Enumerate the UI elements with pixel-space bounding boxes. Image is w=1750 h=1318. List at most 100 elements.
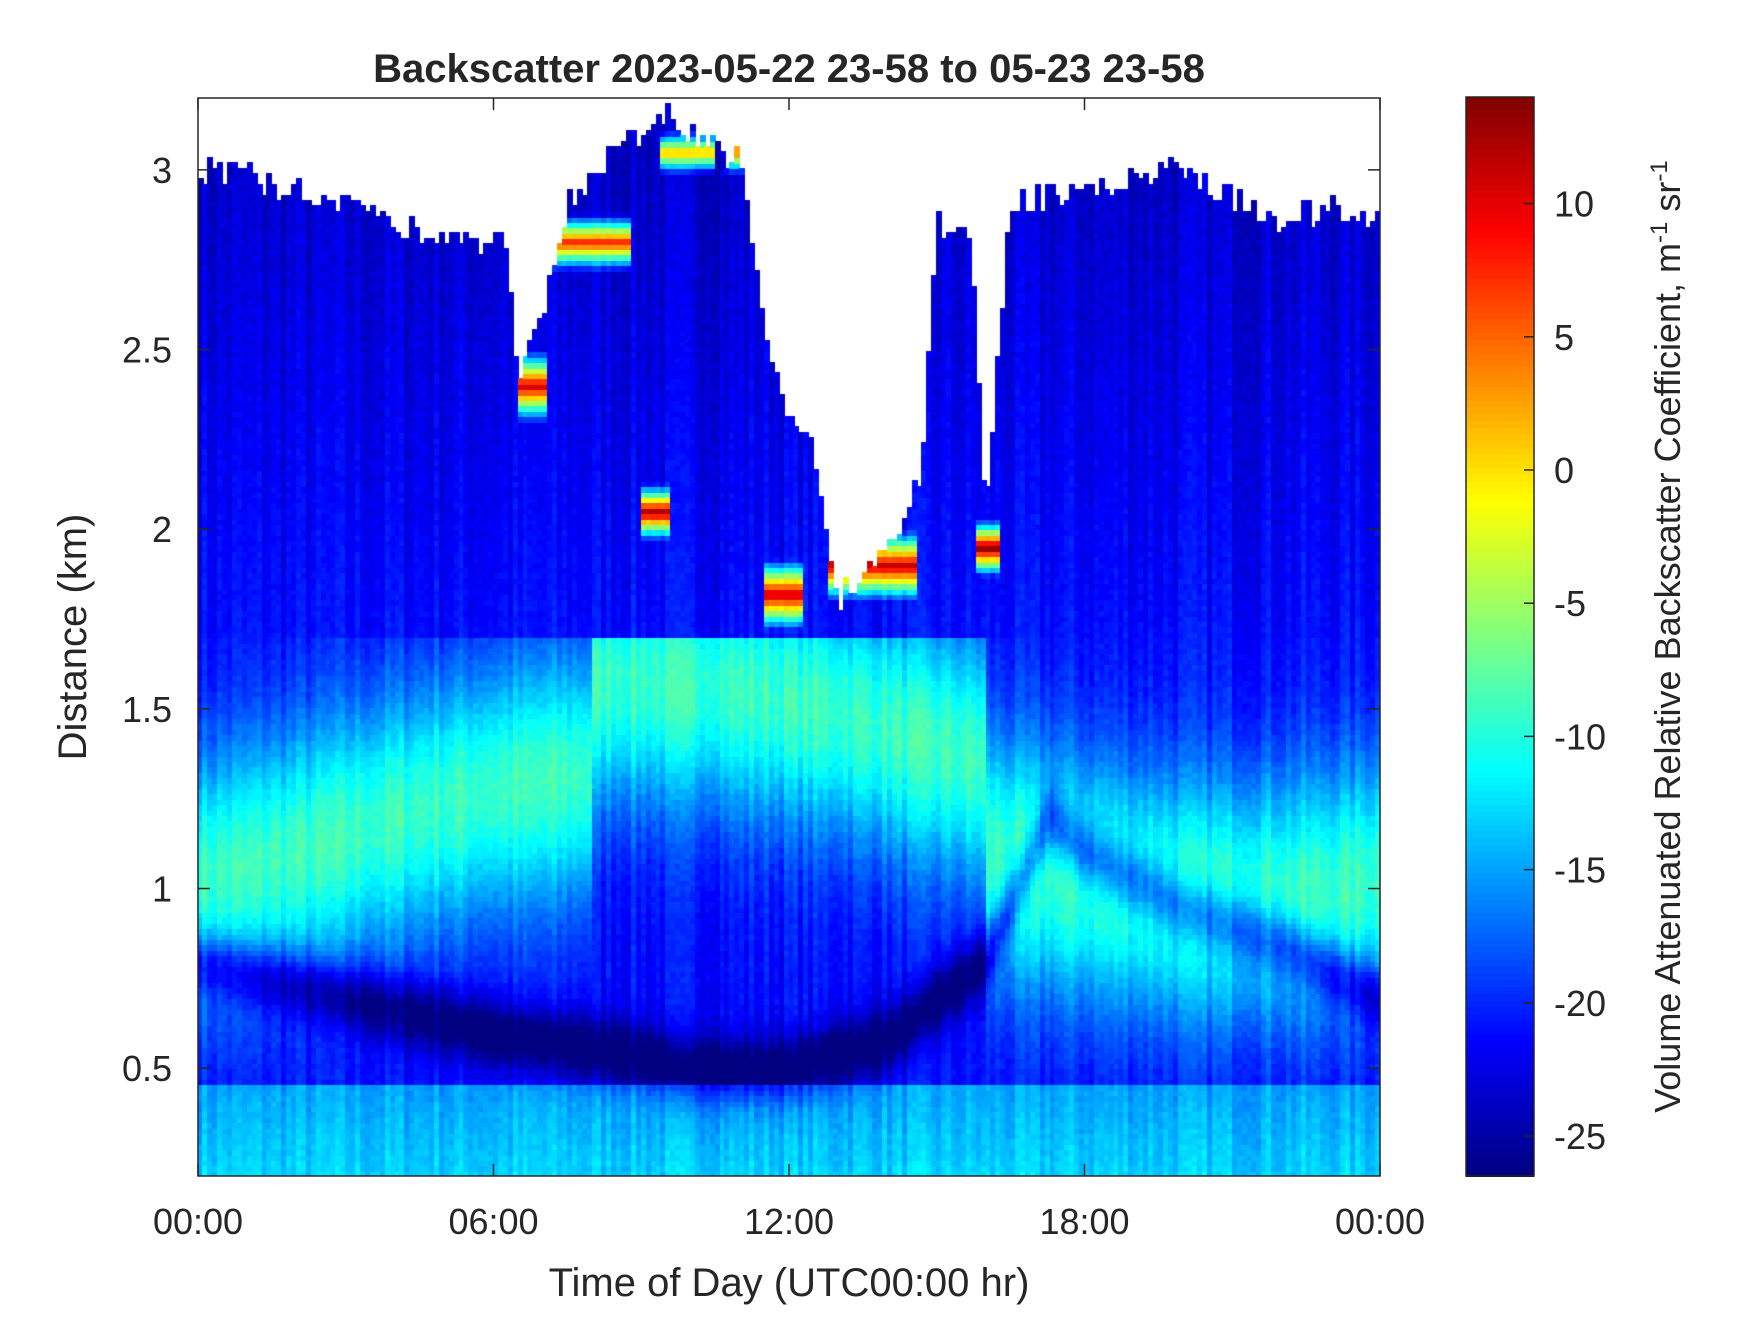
colorbar-segment bbox=[1466, 225, 1534, 233]
colorbar-segment bbox=[1466, 440, 1534, 449]
colorbar-segment bbox=[1466, 886, 1534, 894]
colorbar-segment bbox=[1466, 838, 1534, 847]
colorbar-segment bbox=[1466, 461, 1534, 469]
colorbar-tick-label: 10 bbox=[1554, 184, 1594, 225]
colorbar-segment bbox=[1466, 447, 1534, 456]
colorbar-segment bbox=[1466, 1020, 1534, 1029]
y-axis: 0.5 1 1.5 2 2.5 3 bbox=[122, 150, 1380, 1089]
colorbar-segment bbox=[1466, 211, 1534, 220]
colorbar-segment bbox=[1466, 117, 1534, 125]
colorbar-segment bbox=[1466, 306, 1534, 314]
colorbar-segment bbox=[1466, 420, 1534, 429]
colorbar-tick-label: -10 bbox=[1554, 716, 1606, 757]
colorbar-tick-label: -20 bbox=[1554, 983, 1606, 1024]
colorbar-segment bbox=[1466, 386, 1534, 395]
colorbar-segment bbox=[1466, 724, 1534, 732]
colorbar-label: Volume Attenuated Relative Backscatter C… bbox=[1646, 160, 1689, 1113]
colorbar-segment bbox=[1466, 832, 1534, 840]
colorbar-segment bbox=[1466, 319, 1534, 328]
colorbar-segment bbox=[1466, 542, 1534, 550]
colorbar-segment bbox=[1466, 1047, 1534, 1056]
colorbar-segment bbox=[1466, 636, 1534, 645]
colorbar-segment bbox=[1466, 697, 1534, 705]
colorbar-segment bbox=[1466, 1007, 1534, 1016]
colorbar-segment bbox=[1466, 164, 1534, 173]
colorbar-segment bbox=[1466, 1088, 1534, 1097]
colorbar-segment bbox=[1466, 97, 1534, 105]
colorbar-segment bbox=[1466, 292, 1534, 301]
colorbar-segment bbox=[1466, 596, 1534, 604]
colorbar-segment bbox=[1466, 744, 1534, 753]
colorbar-segment bbox=[1466, 393, 1534, 402]
colorbar-segment bbox=[1466, 130, 1534, 139]
colorbar-segment bbox=[1466, 825, 1534, 834]
colorbar-tick-label: -25 bbox=[1554, 1116, 1606, 1157]
colorbar-segment bbox=[1466, 218, 1534, 227]
colorbar-segment bbox=[1466, 791, 1534, 800]
colorbar-segment bbox=[1466, 609, 1534, 618]
colorbar-segment bbox=[1466, 326, 1534, 335]
colorbar-segment bbox=[1466, 818, 1534, 827]
colorbar-segment bbox=[1466, 1061, 1534, 1070]
colorbar-tick-label: -5 bbox=[1554, 583, 1586, 624]
heatmap-raster bbox=[198, 98, 1380, 1176]
colorbar-segment bbox=[1466, 1128, 1534, 1137]
colorbar: -25 -20 -15 -10 -5 0 5 10 bbox=[1465, 96, 1606, 1177]
colorbar-segment bbox=[1466, 488, 1534, 496]
colorbar-segment bbox=[1466, 656, 1534, 665]
x-tick-label: 00:00 bbox=[1335, 1201, 1425, 1242]
colorbar-segment bbox=[1466, 845, 1534, 854]
colorbar-segment bbox=[1466, 1142, 1534, 1151]
colorbar-segment bbox=[1466, 481, 1534, 490]
colorbar-label-unit2: sr bbox=[1647, 182, 1688, 222]
x-tick-label: 06:00 bbox=[448, 1201, 538, 1242]
colorbar-segment bbox=[1466, 730, 1534, 739]
colorbar-segment bbox=[1466, 494, 1534, 503]
colorbar-segment bbox=[1466, 1068, 1534, 1076]
colorbar-segment bbox=[1466, 980, 1534, 989]
colorbar-segment bbox=[1466, 926, 1534, 935]
colorbar-segment bbox=[1466, 737, 1534, 746]
colorbar-segment bbox=[1466, 966, 1534, 975]
colorbar-tick-label: -15 bbox=[1554, 850, 1606, 891]
colorbar-segment bbox=[1466, 366, 1534, 375]
colorbar-segment bbox=[1466, 508, 1534, 517]
colorbar-segment bbox=[1466, 683, 1534, 692]
colorbar-segment bbox=[1466, 501, 1534, 510]
colorbar-segment bbox=[1466, 157, 1534, 166]
colorbar-segment bbox=[1466, 784, 1534, 793]
colorbar-segment bbox=[1466, 663, 1534, 672]
colorbar-segment bbox=[1466, 144, 1534, 152]
colorbar-segment bbox=[1466, 272, 1534, 281]
colorbar-segment bbox=[1466, 535, 1534, 544]
colorbar-segment bbox=[1466, 339, 1534, 348]
colorbar-segment bbox=[1466, 285, 1534, 294]
y-tick-label: 3 bbox=[152, 150, 172, 191]
colorbar-segment bbox=[1466, 879, 1534, 888]
colorbar-segment bbox=[1466, 380, 1534, 388]
colorbar-segment bbox=[1466, 1155, 1534, 1164]
colorbar-label-main: Volume Attenuated Relative Backscatter C… bbox=[1647, 243, 1688, 1113]
colorbar-segment bbox=[1466, 184, 1534, 193]
colorbar-segment bbox=[1466, 360, 1534, 368]
colorbar-segment bbox=[1466, 198, 1534, 206]
colorbar-segment bbox=[1466, 933, 1534, 941]
colorbar-segment bbox=[1466, 1101, 1534, 1110]
colorbar-segment bbox=[1466, 454, 1534, 463]
colorbar-segment bbox=[1466, 1027, 1534, 1036]
colorbar-segment bbox=[1466, 811, 1534, 820]
colorbar-segment bbox=[1466, 231, 1534, 240]
colorbar-segment bbox=[1466, 1041, 1534, 1049]
colorbar-segment bbox=[1466, 676, 1534, 685]
colorbar-segment bbox=[1466, 771, 1534, 780]
colorbar-segment bbox=[1466, 1169, 1534, 1177]
colorbar-tick-label: 5 bbox=[1554, 317, 1574, 358]
colorbar-segment bbox=[1466, 946, 1534, 955]
colorbar-segment bbox=[1466, 953, 1534, 962]
y-tick-label: 1 bbox=[152, 869, 172, 910]
x-axis-label: Time of Day (UTC00:00 hr) bbox=[549, 1261, 1030, 1305]
colorbar-segment bbox=[1466, 690, 1534, 699]
colorbar-segment bbox=[1466, 751, 1534, 759]
colorbar-segment bbox=[1466, 400, 1534, 409]
